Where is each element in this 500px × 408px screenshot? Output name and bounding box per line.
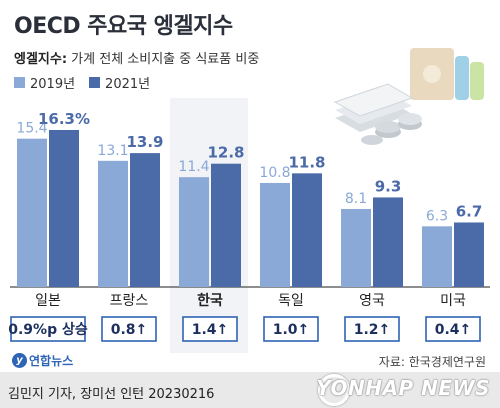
legend-item-2021: 2021년 [89, 73, 150, 92]
category-label-3: 독일 [278, 293, 304, 309]
grain-icon [423, 65, 441, 83]
bar-2019-2 [179, 177, 209, 287]
change-box-5 [425, 316, 481, 342]
data-label-2021-5: 6.7 [456, 202, 483, 220]
data-label-2019-5: 6.3 [426, 208, 448, 224]
change-label-1: 0.8↑ [111, 322, 148, 338]
data-label-2021-0: 16.3% [38, 110, 90, 128]
data-label-2019-3: 10.8 [259, 165, 290, 181]
change-box-4 [344, 316, 400, 342]
bar-2021-3 [292, 173, 322, 287]
category-label-4: 영국 [359, 293, 385, 309]
yonhap-logo-icon: y [12, 353, 27, 368]
milk-bottle-icon [455, 56, 469, 100]
category-label-0: 일본 [35, 293, 61, 309]
byline: 김민지 기자, 장미선 인턴 20230216 [8, 387, 215, 402]
data-label-2019-1: 13.1 [97, 143, 128, 159]
bar-2021-1 [130, 153, 160, 287]
footer-bar [0, 372, 500, 408]
logo-text: 연합뉴스 [29, 354, 74, 368]
data-label-2019-0: 15.4 [16, 121, 47, 137]
change-label-5: 0.4↑ [435, 322, 472, 338]
bar-2021-2 [211, 163, 241, 287]
bottle-icon [470, 62, 484, 100]
watermark: YONHAP NEWS [316, 376, 490, 400]
bars-layer [10, 130, 490, 288]
data-label-2021-2: 12.8 [207, 144, 244, 162]
page-title: OECD 주요국 엥겔지수 [14, 14, 233, 39]
legend-swatch-2021 [89, 77, 101, 88]
subtitle: 엥겔지수: 가계 전체 소비지출 중 식료품 비중 [14, 48, 259, 67]
change-box-1 [101, 316, 157, 342]
money-groceries-illustration [333, 48, 484, 145]
legend-item-2019: 2019년 [14, 73, 75, 92]
change-box-2 [182, 316, 238, 342]
coins-icon [361, 113, 422, 145]
legend-label-2021: 2021년 [105, 77, 151, 92]
bar-2021-5 [454, 222, 484, 287]
data-label-2019-4: 8.1 [345, 191, 367, 207]
change-label-0: 0.9%p 상승 [8, 322, 88, 338]
change-label-3: 1.0↑ [273, 322, 310, 338]
source-note: 자료: 한국경제연구원 [378, 355, 486, 369]
bar-2019-4 [341, 208, 371, 287]
legend-label-2019: 2019년 [30, 77, 76, 92]
bar-2019-0 [17, 138, 47, 287]
watermark-circle-icon [318, 374, 350, 406]
bar-2019-5 [422, 226, 452, 287]
bar-2019-1 [98, 160, 128, 287]
legend: 2019년 2021년 [14, 73, 164, 92]
change-box-3 [263, 316, 319, 342]
subtitle-text: 가계 전체 소비지출 중 식료품 비중 [67, 52, 260, 67]
bar-2019-3 [260, 182, 290, 287]
change-label-4: 1.2↑ [354, 322, 391, 338]
change-label-2: 1.4↑ [192, 322, 229, 338]
subtitle-lead: 엥겔지수: [14, 52, 68, 67]
yonhap-logo: y 연합뉴스 [12, 352, 73, 369]
data-label-2021-1: 13.9 [126, 133, 163, 151]
labels-layer: 15.416.3% 일본 0.9%p 상승 13.113.9 프랑스 0.8↑ 11.412… [8, 110, 483, 342]
data-label-2021-3: 11.8 [288, 153, 325, 171]
category-label-2: 한국 [197, 293, 223, 309]
bar-2021-0 [49, 130, 79, 287]
category-label-5: 미국 [440, 293, 466, 309]
data-label-2021-4: 9.3 [375, 177, 402, 195]
category-label-1: 프랑스 [110, 293, 149, 309]
bar-2021-4 [373, 197, 403, 287]
banknotes-icon [333, 83, 414, 132]
data-label-2019-2: 11.4 [178, 159, 209, 175]
change-box-0 [10, 316, 86, 342]
legend-swatch-2019 [14, 77, 25, 88]
